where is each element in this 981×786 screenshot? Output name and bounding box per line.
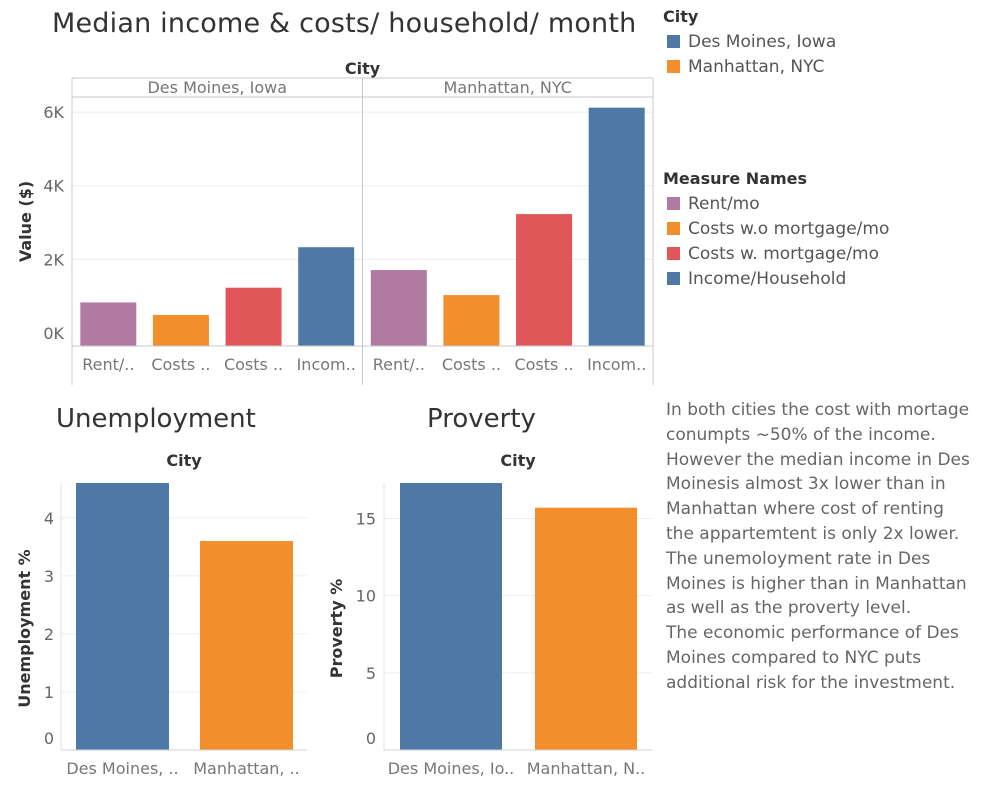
legend-label: Costs w.o mortgage/mo: [688, 219, 890, 239]
note-line: conumpts ~50% of the income.: [666, 424, 936, 445]
analysis-note: In both cities the cost with mortage con…: [666, 398, 976, 696]
panel-header-label: Des Moines, Iowa: [147, 78, 287, 97]
note-line: Moines compared to NYC puts: [666, 647, 922, 668]
bar: [370, 270, 427, 346]
x-tick-label: Costs ..: [151, 355, 210, 374]
note-line: The unemoloyment rate in Des: [666, 548, 931, 569]
legend-swatch: [667, 197, 680, 210]
x-tick-label: Costs ..: [514, 355, 573, 374]
bar: [588, 107, 645, 346]
y-tick-label: 5: [366, 664, 376, 683]
bar: [76, 483, 169, 750]
page-title: Median income & costs/ household/ month: [52, 8, 637, 39]
bar: [443, 295, 500, 346]
y-tick-label: 2K: [43, 250, 64, 269]
note-line: Moines is higher than in Manhattan: [666, 573, 967, 594]
y-tick-label: 0K: [43, 324, 64, 343]
bar: [80, 302, 137, 346]
note-line: However the median income in Des: [666, 449, 970, 470]
legend-label: Manhattan, NYC: [688, 57, 825, 77]
legend-item-costs-w-mortgage[interactable]: Costs w. mortgage/mo: [667, 244, 879, 264]
note-line: Moinesis almost 3x lower than in: [666, 474, 946, 495]
x-tick-label: Incom..: [297, 355, 356, 374]
x-tick-label: Manhattan, ..: [193, 759, 300, 778]
legend-item-costs-wo-mortgage[interactable]: Costs w.o mortgage/mo: [667, 219, 889, 239]
bar: [516, 214, 573, 346]
legend-swatch: [667, 60, 680, 73]
legend-item-income[interactable]: Income/Household: [667, 269, 846, 289]
column-header: City: [166, 451, 202, 470]
unemployment-chart: City 0 1 2 3 4 Unemployment % Des Moines, .. Man…: [15, 451, 307, 778]
legend-label: Costs w. mortgage/mo: [688, 244, 879, 264]
x-tick-label: Des Moines, Io..: [388, 759, 515, 778]
note-line: The economic performance of Des: [666, 623, 959, 644]
legend-swatch: [667, 222, 680, 235]
income-costs-chart: City 0K 2K 4K 6K Value ($) Des Moines, Iowa Ren…: [16, 59, 654, 385]
proverty-chart-title: Proverty: [427, 404, 536, 434]
y-tick-label: 1: [44, 683, 54, 702]
city-legend-title: City: [663, 7, 699, 26]
note-line: the appartemtent is only 2x lower.: [666, 523, 960, 544]
note-line: as well as the proverty level.: [666, 598, 912, 619]
note-line: additional risk for the investment.: [666, 672, 956, 693]
y-tick-label: 2: [44, 625, 54, 644]
legend-item-des-moines[interactable]: Des Moines, Iowa: [667, 32, 836, 52]
x-tick-label: Rent/..: [373, 355, 425, 374]
y-axis-label: Unemployment %: [15, 549, 34, 707]
y-tick-label: 4: [44, 509, 54, 528]
column-header: City: [500, 451, 536, 470]
y-tick-label: 15: [356, 509, 376, 528]
legend-item-rent[interactable]: Rent/mo: [667, 194, 760, 214]
legend-label: Rent/mo: [688, 194, 760, 214]
y-axis-label: Proverty %: [327, 579, 346, 678]
x-tick-label: Manhattan, N..: [527, 759, 646, 778]
y-tick-label: 0: [366, 729, 376, 748]
x-tick-label: Incom..: [587, 355, 646, 374]
y-tick-label: 10: [356, 587, 376, 606]
proverty-chart: City 0 5 10 15 Proverty % Des Moines, Io.. Manh…: [327, 451, 652, 778]
legend-item-manhattan[interactable]: Manhattan, NYC: [667, 57, 824, 77]
bar: [298, 247, 355, 346]
panel-header-label: Manhattan, NYC: [444, 78, 572, 97]
y-axis-label: Value ($): [16, 181, 35, 262]
note-line: In both cities the cost with mortage: [666, 400, 970, 420]
bar: [225, 287, 282, 346]
legend-swatch: [667, 247, 680, 260]
note-line: Manhattan where cost of renting: [666, 499, 944, 520]
y-tick-label: 3: [44, 567, 54, 586]
bar: [200, 541, 293, 750]
x-tick-label: Rent/..: [82, 355, 134, 374]
y-tick-label: 6K: [43, 103, 64, 122]
y-tick-label: 0: [44, 729, 54, 748]
legend-label: Income/Household: [688, 269, 847, 289]
x-tick-label: Costs ..: [442, 355, 501, 374]
x-tick-label: Des Moines, ..: [66, 759, 178, 778]
bar: [400, 483, 502, 750]
bar: [152, 314, 209, 346]
bar: [535, 507, 637, 750]
x-tick-label: Costs ..: [224, 355, 283, 374]
column-header: City: [345, 59, 381, 78]
legend-swatch: [667, 272, 680, 285]
unemployment-chart-title: Unemployment: [56, 404, 256, 434]
y-tick-label: 4K: [43, 177, 64, 196]
legend-swatch: [667, 35, 680, 48]
legend-label: Des Moines, Iowa: [688, 32, 837, 52]
measure-legend-title: Measure Names: [663, 169, 808, 188]
